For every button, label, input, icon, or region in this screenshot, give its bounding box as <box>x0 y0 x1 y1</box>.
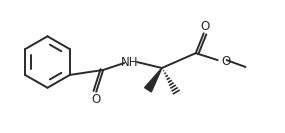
Text: NH: NH <box>121 56 139 68</box>
Polygon shape <box>144 68 162 92</box>
Text: O: O <box>200 20 209 33</box>
Text: O: O <box>91 93 101 106</box>
Text: O: O <box>222 55 231 68</box>
